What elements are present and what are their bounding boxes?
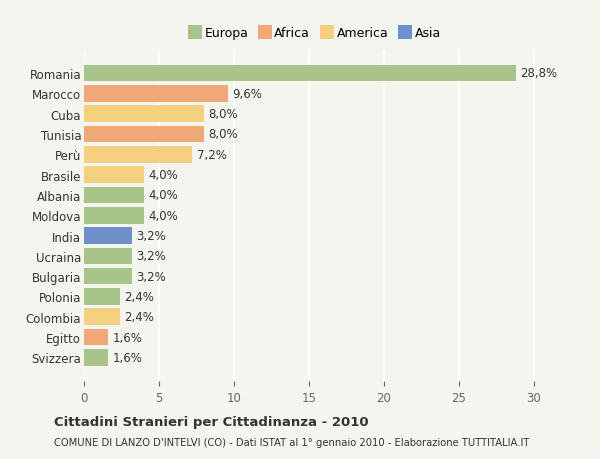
Bar xyxy=(84,289,120,305)
Text: 2,4%: 2,4% xyxy=(125,311,154,324)
Text: 8,0%: 8,0% xyxy=(209,128,238,141)
Bar xyxy=(84,329,108,346)
Bar xyxy=(84,268,132,285)
Text: 4,0%: 4,0% xyxy=(149,189,178,202)
Text: 9,6%: 9,6% xyxy=(233,88,262,101)
Text: 3,2%: 3,2% xyxy=(137,230,166,242)
Text: 3,2%: 3,2% xyxy=(137,250,166,263)
Bar xyxy=(84,167,144,184)
Bar xyxy=(84,187,144,204)
Bar xyxy=(84,349,108,366)
Text: 8,0%: 8,0% xyxy=(209,108,238,121)
Bar xyxy=(84,86,228,102)
Bar xyxy=(84,248,132,264)
Text: 1,6%: 1,6% xyxy=(113,331,142,344)
Text: 2,4%: 2,4% xyxy=(125,291,154,303)
Text: 4,0%: 4,0% xyxy=(149,209,178,222)
Bar xyxy=(84,207,144,224)
Bar xyxy=(84,146,192,163)
Text: Cittadini Stranieri per Cittadinanza - 2010: Cittadini Stranieri per Cittadinanza - 2… xyxy=(54,415,368,428)
Text: 4,0%: 4,0% xyxy=(149,169,178,182)
Legend: Europa, Africa, America, Asia: Europa, Africa, America, Asia xyxy=(184,24,445,44)
Text: 1,6%: 1,6% xyxy=(113,351,142,364)
Text: COMUNE DI LANZO D'INTELVI (CO) - Dati ISTAT al 1° gennaio 2010 - Elaborazione TU: COMUNE DI LANZO D'INTELVI (CO) - Dati IS… xyxy=(54,437,529,447)
Bar xyxy=(84,66,516,82)
Text: 7,2%: 7,2% xyxy=(197,148,226,162)
Text: 3,2%: 3,2% xyxy=(137,270,166,283)
Bar xyxy=(84,126,204,143)
Bar xyxy=(84,309,120,325)
Text: 28,8%: 28,8% xyxy=(521,67,557,80)
Bar xyxy=(84,106,204,123)
Bar xyxy=(84,228,132,244)
